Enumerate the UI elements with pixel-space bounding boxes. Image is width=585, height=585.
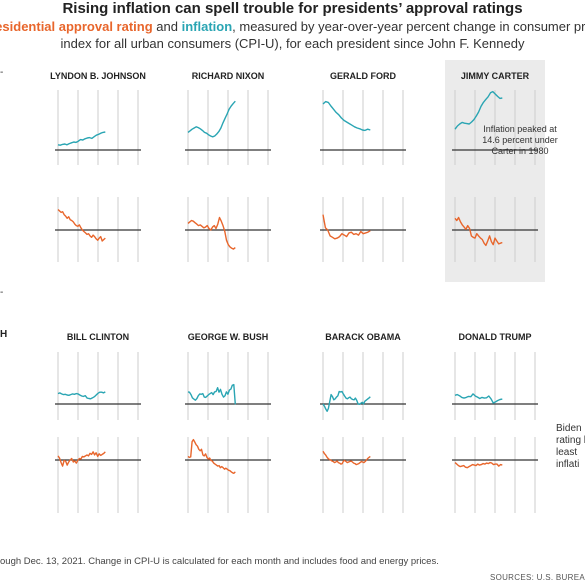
- edge-mark-mid: -: [0, 287, 3, 298]
- series-line-bill-clinton-inflation: [57, 391, 106, 400]
- biden-note-line-3: least: [556, 447, 577, 458]
- series-line-gerald-ford-inflation: [322, 100, 371, 132]
- approval-legend-label: residential approval rating: [0, 19, 153, 34]
- series-line-richard-nixon-approval: [187, 216, 236, 250]
- biden-note-line-1: Biden: [556, 423, 582, 434]
- biden-note-line-4: inflati: [556, 459, 579, 470]
- series-line-richard-nixon-inflation: [187, 100, 236, 138]
- panel-title-bill-clinton: BILL CLINTON: [67, 332, 129, 342]
- series-line-barack-obama-inflation: [322, 390, 371, 412]
- carter-annotation-line-3: Carter in 1980: [491, 146, 548, 156]
- carter-annotation-line-1: Inflation peaked at: [483, 124, 557, 134]
- subtitle-line-1: residential approval rating and inflatio…: [0, 19, 585, 34]
- footnote: ough Dec. 13, 2021. Change in CPI-U is c…: [0, 556, 439, 567]
- panel-title-gerald-ford: GERALD FORD: [330, 71, 396, 81]
- inflation-legend-label: inflation: [181, 19, 233, 34]
- series-line-bill-clinton-approval: [57, 451, 106, 467]
- carter-annotation-line-2: 14.6 percent under: [482, 135, 558, 145]
- subtitle-line-2: index for all urban consumers (CPI-U), f…: [60, 36, 525, 51]
- edge-mark-top: -: [0, 67, 3, 78]
- series-line-jimmy-carter-approval: [454, 216, 503, 247]
- biden-note-line-2: rating h: [556, 435, 585, 446]
- small-multiples-chart: - - H Biden rating h least inflati LYNDO…: [0, 60, 585, 513]
- panel-title-lyndon-b-johnson: LYNDON B. JOHNSON: [50, 71, 146, 81]
- series-line-lyndon-b-johnson-approval: [57, 208, 106, 242]
- panel-title-george-w-bush: GEORGE W. BUSH: [188, 332, 269, 342]
- series-line-lyndon-b-johnson-inflation: [57, 131, 106, 146]
- panel-title-richard-nixon: RICHARD NIXON: [192, 71, 265, 81]
- subtitle-rest: , measured by year-over-year percent cha…: [232, 19, 585, 34]
- panel-title-donald-trump: DONALD TRUMP: [459, 332, 532, 342]
- panel-title-barack-obama: BARACK OBAMA: [325, 332, 401, 342]
- series-line-barack-obama-approval: [322, 450, 371, 466]
- edge-mark-clinton-row: H: [0, 329, 7, 340]
- series-line-george-w-bush-inflation: [187, 383, 236, 405]
- series-line-gerald-ford-approval: [322, 214, 371, 240]
- chart-title: Rising inflation can spell trouble for p…: [62, 0, 523, 17]
- subtitle-and: and: [152, 19, 182, 34]
- series-line-george-w-bush-approval: [187, 438, 236, 474]
- panel-title-jimmy-carter: JIMMY CARTER: [461, 71, 530, 81]
- source-note: SOURCES: U.S. BUREA: [489, 573, 585, 582]
- series-line-donald-trump-approval: [454, 461, 503, 469]
- series-line-jimmy-carter-inflation: [454, 90, 503, 130]
- series-line-donald-trump-inflation: [454, 393, 503, 404]
